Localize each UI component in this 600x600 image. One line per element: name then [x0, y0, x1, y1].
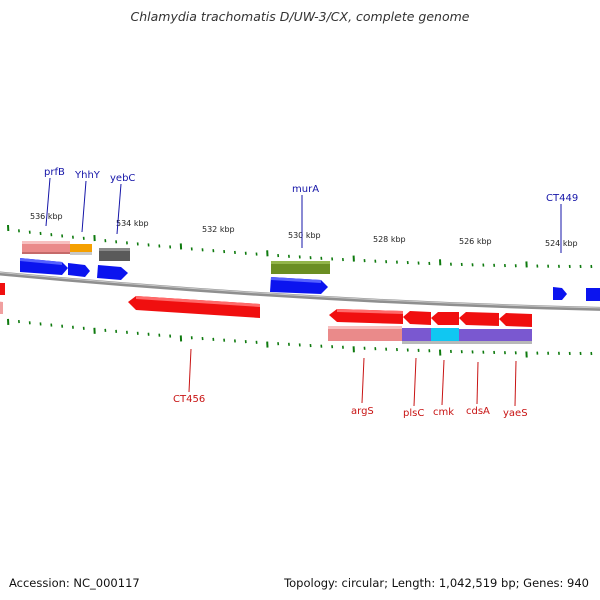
genome-backbone-highlight [0, 271, 600, 309]
top-gene-labels: prfB YhhY yebC murA CT449 [44, 167, 578, 204]
label-yebc: yebC [110, 173, 135, 184]
bottom-gene-labels: CT456 argS plsC cmk cdsA yaeS [173, 394, 528, 419]
gene-arrow-5 [553, 287, 567, 300]
label-ct449: CT449 [546, 193, 578, 204]
scale-label-530: 530 kbp [288, 231, 321, 240]
yebc-band [99, 248, 130, 261]
label-prfb: prfB [44, 167, 65, 178]
yaes-band [500, 329, 532, 344]
gene-arrow-cdsa [459, 312, 499, 326]
genome-summary-text: Topology: circular; Length: 1,042,519 bp… [284, 576, 589, 590]
top-leaders [45, 177, 562, 253]
scale-labels: 536 kbp 534 kbp 532 kbp 530 kbp 528 kbp … [30, 212, 578, 248]
gene-arrow-plsc [403, 311, 431, 325]
scale-label-534: 534 kbp [116, 219, 149, 228]
plsc-band [402, 328, 431, 343]
bottom-leaders [188, 348, 517, 407]
gene-arrow-6 [586, 288, 600, 301]
gene-arrow-2 [68, 263, 90, 277]
cdsa-band [459, 329, 500, 344]
forward-genes [20, 258, 600, 301]
label-yhhy: YhhY [74, 170, 101, 181]
gene-arrow-left-edge [0, 283, 5, 295]
label-mura: murA [292, 184, 319, 195]
label-yaes: yaeS [503, 408, 528, 419]
gene-arrow-cmk [431, 312, 459, 325]
gene-arrow-yaes [499, 313, 532, 327]
genome-title: Chlamydia trachomatis D/UW-3/CX, complet… [130, 9, 470, 24]
scale-label-528: 528 kbp [373, 235, 406, 244]
accession-text: Accession: NC_000117 [9, 576, 140, 590]
cmk-band [431, 328, 459, 343]
lower-scale [7, 318, 593, 358]
upper-scale [7, 224, 593, 269]
label-cmk: cmk [433, 407, 454, 418]
reverse-genes [0, 283, 532, 327]
scale-label-526: 526 kbp [459, 237, 492, 246]
label-cdsa: cdsA [466, 406, 490, 417]
lower-bands [328, 326, 532, 344]
label-ct456: CT456 [173, 394, 205, 405]
gene-arrow-3 [97, 265, 128, 280]
mura-band [271, 261, 330, 274]
label-args: argS [351, 406, 374, 417]
scale-label-532: 532 kbp [202, 225, 235, 234]
upper-bands [22, 241, 330, 274]
gene-arrow-ct456 [128, 296, 260, 318]
genome-backbone [0, 271, 600, 311]
prfB-band [22, 241, 70, 254]
label-plsc: plsC [403, 408, 424, 419]
args-band [328, 326, 402, 341]
yhhy-band [70, 244, 92, 254]
